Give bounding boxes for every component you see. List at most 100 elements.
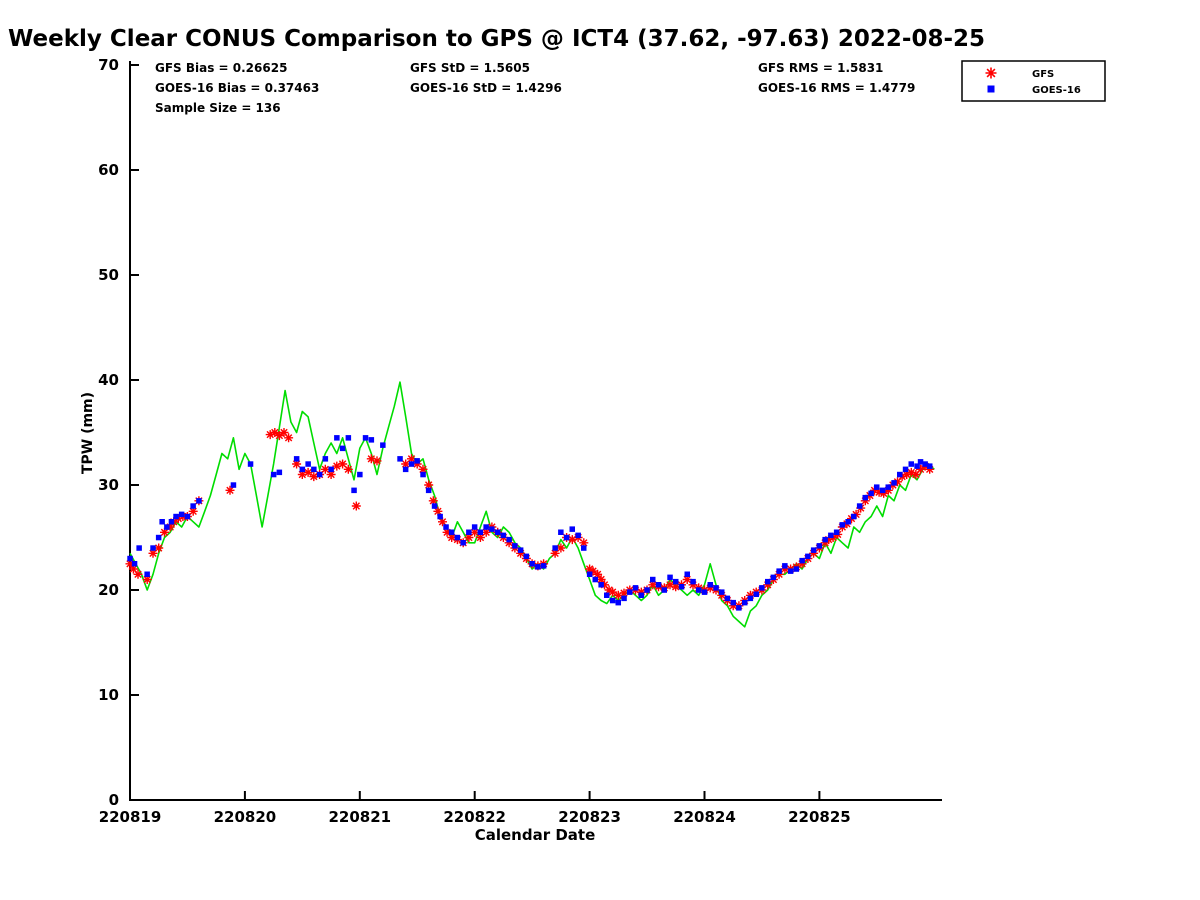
- gfs-marker: [902, 470, 912, 479]
- x-tick-label: 220819: [99, 808, 162, 826]
- goes16-marker: [667, 574, 673, 581]
- gfs-marker: [418, 464, 428, 474]
- goes16-marker: [339, 445, 346, 452]
- goes16-marker: [512, 543, 518, 549]
- goes16-marker: [713, 585, 719, 591]
- gfs-marker: [265, 430, 275, 440]
- gfs-marker: [309, 472, 319, 482]
- goes16-marker: [736, 605, 742, 611]
- goes16-marker: [408, 461, 415, 467]
- gfs-marker: [728, 601, 738, 611]
- legend: GFS GOES-16: [961, 60, 1106, 102]
- gfs-marker: [270, 428, 280, 437]
- gfs-marker: [600, 580, 609, 590]
- goes16-marker: [489, 526, 495, 532]
- gfs-marker: [332, 461, 342, 471]
- goes16-marker: [621, 595, 627, 602]
- goes16-marker: [552, 545, 558, 551]
- goes16-marker: [164, 524, 170, 530]
- goes16-marker: [765, 578, 771, 585]
- gfs-marker: [165, 522, 175, 532]
- goes16-marker: [787, 568, 794, 574]
- gfs-marker: [604, 585, 614, 595]
- gfs-marker: [717, 590, 727, 600]
- goes16-marker: [833, 529, 840, 535]
- goes16-marker: [816, 543, 823, 549]
- goes16-marker: [131, 561, 138, 567]
- gfs-marker: [906, 467, 916, 477]
- y-tick-label: 70: [98, 56, 119, 74]
- goes16-marker: [443, 524, 449, 530]
- goes16-marker: [535, 564, 541, 570]
- gfs-marker: [613, 590, 623, 600]
- goes16-marker: [627, 589, 633, 595]
- gfs-marker: [824, 535, 834, 545]
- x-tick-label: 220822: [443, 808, 506, 826]
- gfs-marker: [297, 470, 307, 479]
- stat-goes16-bias: GOES-16 Bias = 0.37463: [155, 81, 319, 95]
- gfs-marker: [879, 488, 889, 498]
- y-tick-label: 30: [98, 476, 119, 494]
- goes16-marker: [782, 563, 788, 569]
- goes16-marker: [540, 563, 547, 569]
- goes16-marker: [159, 519, 165, 525]
- goes16-marker: [196, 498, 202, 504]
- gfs-marker: [133, 569, 143, 579]
- gfs-marker: [160, 527, 169, 537]
- gfs-marker: [705, 583, 715, 593]
- gfs-marker: [619, 588, 629, 598]
- gfs-marker: [588, 566, 598, 576]
- goes16-marker: [805, 553, 811, 560]
- goes16-marker: [276, 469, 283, 476]
- goes16-marker: [529, 561, 535, 567]
- goes16-marker: [247, 461, 254, 467]
- gfs-marker: [148, 548, 158, 558]
- chart-title: Weekly Clear CONUS Comparison to GPS @ I…: [8, 26, 985, 52]
- gfs-marker: [516, 548, 526, 558]
- gfs-marker: [550, 548, 560, 558]
- gfs-marker: [860, 496, 870, 506]
- goes16-marker: [615, 599, 621, 606]
- goes16-marker: [136, 545, 142, 551]
- gfs-marker: [279, 428, 289, 437]
- gfs-marker: [475, 533, 485, 542]
- gfs-marker: [154, 543, 164, 553]
- goes16-marker: [690, 578, 696, 585]
- gfs-marker: [125, 559, 135, 569]
- x-tick-label: 220825: [788, 808, 851, 826]
- goes16-marker: [598, 582, 604, 588]
- goes16-marker: [810, 547, 817, 553]
- gfs-marker: [303, 467, 313, 477]
- goes16-marker: [190, 503, 196, 509]
- goes16-marker: [270, 471, 277, 478]
- goes16-marker: [397, 456, 403, 462]
- goes16-marker: [604, 592, 610, 598]
- gfs-marker: [424, 480, 434, 490]
- goes16-marker: [293, 456, 300, 462]
- goes16-marker: [908, 461, 914, 467]
- gfs-marker: [636, 587, 646, 597]
- y-tick-label: 50: [98, 266, 119, 284]
- goes16-marker: [839, 522, 845, 528]
- goes16-marker: [299, 466, 306, 473]
- gfs-marker: [225, 485, 235, 495]
- gfs-marker: [372, 456, 382, 466]
- goes16-marker: [460, 540, 466, 546]
- legend-label-goes16: GOES-16: [1032, 85, 1081, 96]
- goes16-marker: [402, 466, 409, 473]
- goes16-marker: [638, 592, 644, 598]
- goes16-marker: [311, 466, 317, 473]
- goes16-marker: [168, 519, 175, 525]
- goes16-marker: [845, 519, 851, 525]
- gfs-marker: [925, 464, 935, 474]
- goes16-marker: [650, 576, 656, 583]
- goes16-marker: [822, 536, 828, 543]
- goes16-marker: [500, 532, 507, 539]
- goes16-marker: [575, 532, 581, 539]
- y-tick-label: 60: [98, 161, 119, 179]
- goes16-marker: [414, 458, 420, 464]
- goes16-marker: [184, 513, 191, 520]
- gfs-marker: [470, 527, 480, 537]
